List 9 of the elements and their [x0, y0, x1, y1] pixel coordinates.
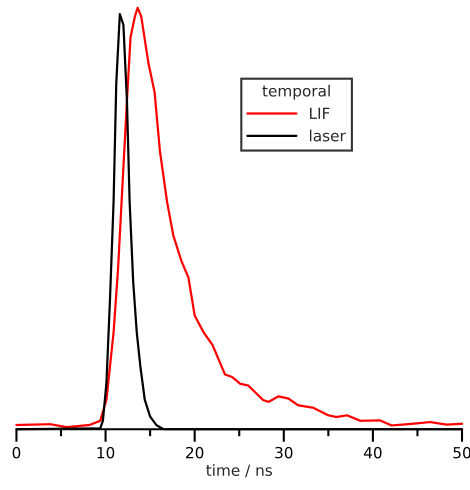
legend-label: LIF [310, 108, 330, 119]
x-tick-label: 10 [98, 446, 114, 458]
x-tick-label: 0 [12, 446, 20, 458]
x-tick-label: 40 [364, 446, 382, 458]
x-axis-title: time / ns [206, 464, 272, 478]
legend-title: temporal [262, 84, 330, 100]
x-tick-label: 30 [275, 446, 292, 458]
x-tick-label: 20 [186, 446, 204, 458]
legend-label: laser [310, 130, 346, 142]
